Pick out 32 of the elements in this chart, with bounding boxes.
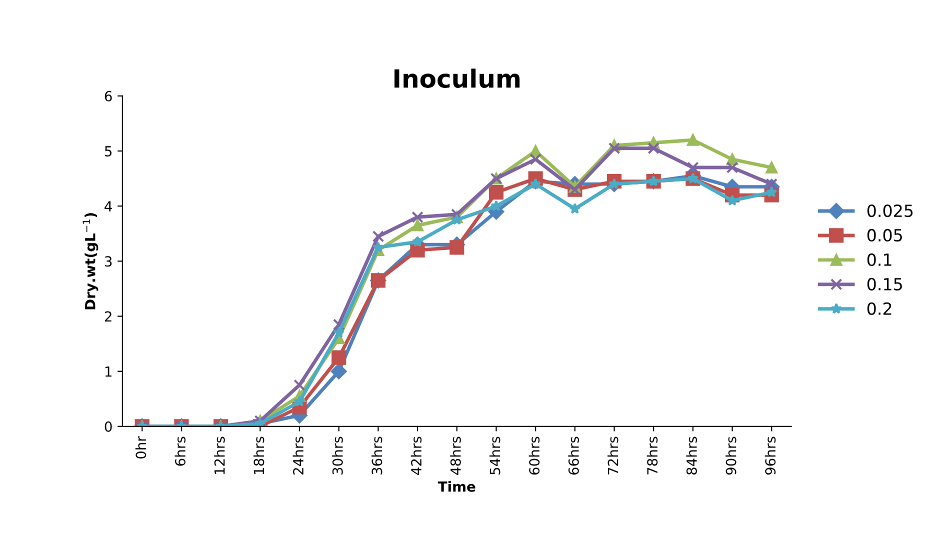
x-tick-label: 0hr	[135, 436, 146, 459]
x-tick-label: 18hrs	[253, 436, 264, 474]
legend-label: 0.15	[867, 278, 902, 290]
x-tick-label: 66hrs	[568, 436, 579, 475]
x-tick-label: 60hrs	[528, 436, 540, 475]
chart-title: Inoculum	[394, 68, 520, 88]
x-tick-label: 36hrs	[371, 436, 382, 474]
x-tick-label: 30hrs	[332, 436, 343, 474]
x-tick-label: 54hrs	[489, 436, 500, 474]
x-tick-label: 72hrs	[608, 436, 618, 474]
x-tick-label: 84hrs	[686, 436, 697, 475]
y-tick-label: 3	[104, 256, 112, 267]
legend-label: 0.025	[867, 204, 913, 218]
y-tick-label: 6	[104, 90, 112, 102]
y-tick-label: 5	[104, 146, 112, 156]
y-tick-label: 0	[104, 421, 112, 432]
y-axis-title: Dry.wt(gL$^{−1}$)	[82, 213, 98, 310]
x-tick-label: 90hrs	[726, 436, 736, 475]
legend-label: 0.1	[867, 253, 892, 266]
legend-label: 0.2	[867, 302, 892, 315]
x-tick-label: 96hrs	[764, 436, 776, 475]
y-tick-label: 1	[105, 366, 112, 377]
x-tick-label: 42hrs	[410, 436, 422, 475]
x-tick-label: 48hrs	[450, 436, 461, 475]
y-tick-label: 2	[104, 311, 112, 322]
x-tick-label: 78hrs	[646, 436, 658, 474]
x-tick-label: 12hrs	[214, 436, 225, 474]
x-tick-label: 24hrs	[292, 436, 304, 475]
x-axis-title: Time	[438, 481, 476, 492]
legend-label: 0.05	[867, 228, 902, 242]
x-tick-label: 6hrs	[174, 436, 186, 466]
y-tick-label: 4	[104, 201, 112, 212]
